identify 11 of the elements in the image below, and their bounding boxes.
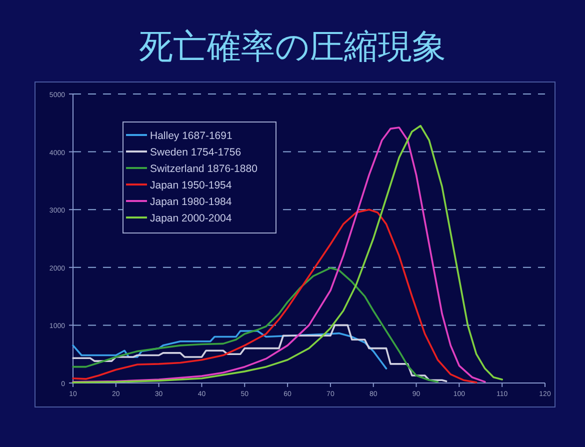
legend-label: Switzerland 1876-1880 — [150, 163, 258, 175]
legend-label: Japan 1950-1954 — [150, 180, 232, 192]
line-series — [72, 267, 439, 383]
legend-label: Sweden 1754-1756 — [150, 146, 242, 158]
line-series — [72, 330, 388, 370]
legend-label: Japan 2000-2004 — [150, 212, 232, 224]
line-series — [72, 208, 478, 384]
chart-title: 死亡確率の圧縮現象 — [139, 28, 446, 66]
line-series — [72, 324, 448, 382]
legend-label: Halley 1687-1691 — [150, 130, 232, 142]
legend-label: Japan 1980-1984 — [150, 196, 232, 208]
